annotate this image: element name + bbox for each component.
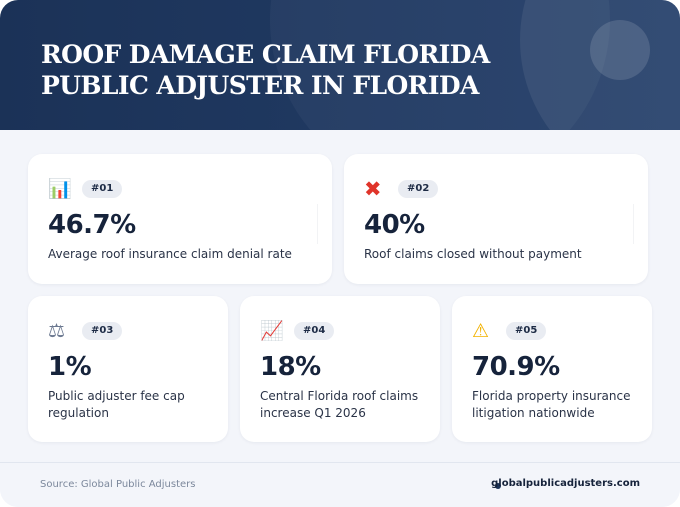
decorative-line [314, 204, 318, 244]
decorative-circle [270, 0, 610, 130]
header-banner: Roof Damage Claim Florida Public Adjuste… [0, 0, 680, 130]
decorative-circle [590, 20, 650, 80]
decorative-circle [520, 0, 680, 130]
stat-badge: #01 [82, 180, 123, 198]
footer: Source: Global Public Adjusters globalpu… [0, 462, 680, 507]
stat-card-02: ✖ #02 40% Roof claims closed without pay… [344, 154, 648, 284]
stat-label: Average roof insurance claim denial rate [48, 247, 292, 261]
balance-scale-icon: ⚖ [48, 320, 66, 342]
stat-badge: #02 [398, 180, 439, 198]
stat-label: Florida property insurance litigation na… [472, 389, 631, 420]
stat-card-04: 📈 #04 18% Central Florida roof claims in… [240, 296, 440, 442]
decorative-line [630, 204, 634, 244]
page-title: Roof Damage Claim Florida Public Adjuste… [41, 39, 601, 101]
bar-chart-icon: 📊 [48, 178, 72, 200]
stat-value: 18% [260, 352, 321, 382]
warning-icon: ⚠ [472, 320, 490, 342]
stat-badge: #04 [294, 322, 335, 340]
stat-badge: #03 [82, 322, 123, 340]
title-line-2: Public Adjuster in Florida [41, 71, 479, 100]
stat-value: 1% [48, 352, 92, 382]
source-text: Source: Global Public Adjusters [40, 479, 196, 490]
website-link[interactable]: globalpublicadjusters.com [491, 478, 640, 489]
stat-card-01: 📊 #01 46.7% Average roof insurance claim… [28, 154, 332, 284]
stat-value: 40% [364, 210, 425, 240]
stat-card-05: ⚠ #05 70.9% Florida property insurance l… [452, 296, 652, 442]
stat-badge: #05 [506, 322, 547, 340]
stat-value: 46.7% [48, 210, 136, 240]
stat-card-03: ⚖ #03 1% Public adjuster fee cap regulat… [28, 296, 228, 442]
stat-label: Public adjuster fee cap regulation [48, 389, 185, 420]
trending-up-icon: 📈 [260, 320, 284, 342]
stat-value: 70.9% [472, 352, 560, 382]
bullet-dot [495, 483, 501, 489]
stat-label: Roof claims closed without payment [364, 247, 582, 261]
cross-mark-icon: ✖ [364, 177, 382, 201]
stat-label: Central Florida roof claims increase Q1 … [260, 389, 419, 420]
title-line-1: Roof Damage Claim Florida [41, 40, 490, 69]
